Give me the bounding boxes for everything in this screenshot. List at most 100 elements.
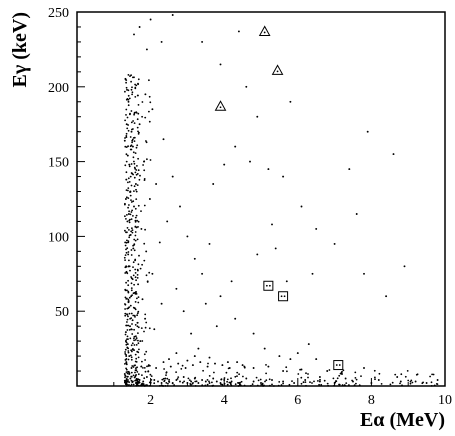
data-point	[251, 383, 254, 386]
data-point	[226, 361, 229, 364]
data-point	[256, 253, 259, 256]
data-point	[345, 382, 348, 384]
data-point	[245, 85, 248, 88]
data-point	[130, 282, 133, 285]
data-point	[127, 370, 130, 373]
data-point	[134, 219, 137, 222]
data-point	[140, 227, 143, 230]
data-point	[208, 375, 211, 377]
x-tick-label: 6	[294, 393, 301, 408]
data-point	[215, 325, 218, 328]
data-point	[134, 301, 137, 303]
data-point	[124, 119, 126, 122]
data-point	[190, 380, 193, 383]
data-point	[129, 269, 131, 272]
data-point	[127, 298, 130, 301]
data-point	[144, 359, 147, 361]
data-point	[130, 356, 133, 359]
data-point	[128, 329, 131, 331]
data-point	[165, 371, 168, 374]
data-point	[136, 274, 139, 276]
data-point	[130, 184, 133, 187]
data-point	[133, 122, 136, 124]
data-point	[131, 227, 133, 230]
data-point	[193, 257, 196, 260]
data-point	[130, 379, 133, 382]
data-point	[223, 163, 226, 166]
highlight-markers	[214, 25, 344, 371]
data-point	[323, 379, 326, 382]
data-point	[341, 373, 343, 375]
data-point	[186, 235, 189, 238]
data-point	[297, 373, 300, 375]
data-point	[432, 373, 435, 376]
data-point	[124, 331, 127, 334]
data-point	[187, 377, 190, 380]
data-point	[153, 328, 156, 331]
data-point	[135, 169, 138, 171]
data-point	[148, 95, 151, 98]
data-point	[168, 378, 171, 381]
data-point	[127, 129, 130, 132]
data-point	[188, 379, 191, 381]
data-point	[137, 342, 140, 345]
data-point	[134, 360, 137, 363]
data-point	[149, 159, 152, 161]
data-point	[257, 379, 260, 382]
data-point	[147, 364, 150, 367]
square-marker-dot	[338, 364, 341, 366]
data-point	[125, 361, 128, 364]
data-point	[128, 165, 131, 168]
data-point	[130, 230, 133, 233]
data-point	[137, 78, 140, 81]
data-point	[137, 169, 140, 172]
data-point	[129, 112, 131, 115]
data-point	[409, 382, 412, 385]
data-point	[220, 378, 223, 381]
data-point	[267, 168, 270, 171]
data-point	[206, 383, 209, 386]
data-point	[127, 253, 130, 256]
data-point	[128, 181, 131, 183]
x-tick-label: 4	[221, 393, 228, 408]
data-point	[135, 111, 138, 113]
data-point	[296, 352, 299, 355]
data-point	[151, 272, 154, 275]
data-point	[134, 364, 137, 367]
data-point	[144, 228, 147, 231]
data-point	[136, 297, 138, 300]
data-point	[338, 374, 341, 377]
data-point	[399, 382, 401, 385]
data-point	[193, 377, 196, 380]
data-point	[136, 321, 139, 324]
data-point	[138, 178, 141, 181]
data-point	[142, 367, 144, 369]
data-point	[148, 79, 150, 82]
data-point	[137, 104, 140, 106]
data-point	[125, 196, 128, 199]
data-point	[392, 153, 395, 156]
data-point	[134, 339, 137, 341]
data-point	[125, 114, 127, 116]
data-point	[127, 145, 129, 148]
data-point	[293, 382, 296, 384]
data-point	[141, 340, 144, 342]
data-point	[129, 175, 132, 178]
data-point	[133, 176, 136, 179]
data-point	[192, 382, 194, 384]
data-point	[127, 279, 129, 282]
triangle-marker-dot	[276, 70, 279, 73]
data-point	[134, 324, 137, 326]
data-point	[126, 343, 129, 346]
data-point	[135, 291, 138, 293]
data-point	[125, 248, 127, 251]
data-point	[138, 254, 140, 257]
data-point	[377, 379, 380, 381]
data-point	[130, 289, 133, 292]
data-point	[132, 151, 135, 154]
data-point	[238, 373, 241, 376]
data-point	[131, 145, 134, 148]
data-point	[133, 140, 136, 143]
data-point	[125, 81, 127, 84]
data-point	[137, 310, 140, 313]
